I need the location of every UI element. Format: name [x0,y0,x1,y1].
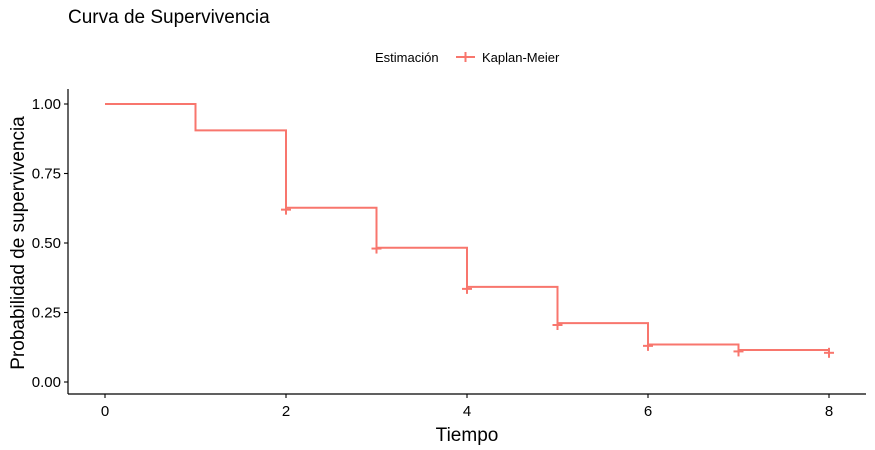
x-axis-ticks: 0 2 4 6 8 [101,394,833,420]
censor-mark [281,204,291,215]
x-tick-label: 4 [463,403,471,420]
legend-label-kaplan-meier: Kaplan-Meier [482,50,560,65]
chart-title: Curva de Supervivencia [68,7,270,28]
legend-title: Estimación [375,50,439,65]
x-tick-label: 8 [825,403,833,420]
x-tick-label: 2 [282,403,290,420]
y-axis-ticks: 0.00 0.25 0.50 0.75 1.00 [32,96,68,391]
kaplan-meier-step-line [105,103,829,352]
censor-mark [462,283,472,294]
x-tick-label: 6 [644,403,652,420]
legend: Estimación Kaplan-Meier [375,50,560,65]
y-tick-label: 0.75 [32,166,61,183]
y-tick-label: 0.25 [32,305,61,322]
censor-mark [552,320,563,331]
censor-mark [733,346,744,357]
legend-key-kaplan-meier [456,52,475,62]
y-tick-label: 0.00 [32,374,61,391]
y-tick-label: 0.50 [32,235,61,252]
censor-mark [643,340,653,351]
censor-mark [824,347,834,358]
x-axis-title: Tiempo [436,425,499,446]
series-kaplan-meier [105,103,834,358]
y-tick-label: 1.00 [32,96,61,113]
censor-mark [371,243,382,254]
y-axis-title: Probabilidad de supervivencia [8,116,29,370]
x-tick-label: 0 [101,403,109,420]
